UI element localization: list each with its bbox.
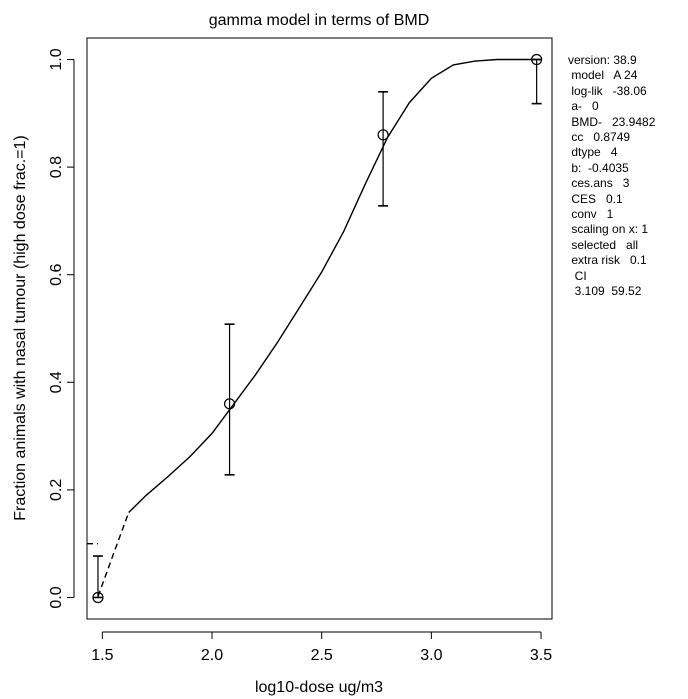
info-line: dtype 4: [568, 145, 618, 160]
data-point: [223, 398, 236, 410]
y-tick-label: 0.8: [48, 156, 65, 178]
data-point: [531, 53, 543, 66]
data-point: [92, 591, 104, 604]
info-line: CES 0.1: [568, 191, 623, 206]
info-line: BMD- 23.9482: [568, 114, 656, 129]
x-tick-label: 3.0: [420, 647, 442, 664]
model-info-panel: version: 38.9 model A 24 log-lik -38.06 …: [568, 53, 686, 300]
y-tick-label: 0.2: [48, 479, 65, 501]
info-line: CI: [568, 268, 587, 283]
info-line: 3.109 59.52: [568, 284, 642, 299]
info-line: scaling on x: 1: [568, 222, 649, 237]
x-tick-label: 2.0: [201, 647, 223, 664]
info-line: selected all: [568, 237, 639, 252]
info-line: extra risk 0.1: [568, 253, 647, 268]
data-point: [377, 129, 389, 141]
y-tick-label: 0.4: [48, 371, 65, 393]
x-tick-label: 1.5: [91, 647, 113, 664]
info-line: a- 0: [568, 99, 599, 114]
fit-curve-dashed: [97, 512, 130, 597]
info-line: cc 0.8749: [568, 130, 631, 145]
fit-curve-solid: [128, 58, 541, 513]
y-tick-label: 0.6: [48, 263, 65, 285]
info-line: ces.ans 3: [568, 176, 630, 191]
info-line: model A 24: [568, 68, 638, 83]
plot-frame: [86, 37, 553, 620]
info-line: b: -0.4035: [568, 160, 629, 175]
y-tick-label: 1.0: [48, 48, 65, 70]
x-axis: 1.5 2.0 2.5 3.0 3.5: [91, 631, 552, 664]
y-tick-label: 0.0: [48, 586, 65, 608]
data-points: [92, 53, 543, 604]
x-axis-label: log10-dose ug/m3: [255, 679, 383, 696]
info-line: version: 38.9: [568, 53, 637, 67]
info-line: conv 1: [568, 207, 614, 222]
info-line: log-lik -38.06: [568, 83, 647, 98]
x-tick-label: 3.5: [530, 647, 552, 664]
y-axis: 0.0 0.2 0.4 0.6 0.8 1.0: [48, 48, 75, 609]
x-tick-label: 2.5: [311, 647, 333, 664]
chart-title: gamma model in terms of BMD: [209, 12, 430, 29]
fit-curve: [97, 58, 541, 597]
y-axis-label: Fraction animals with nasal tumour (high…: [12, 135, 29, 521]
